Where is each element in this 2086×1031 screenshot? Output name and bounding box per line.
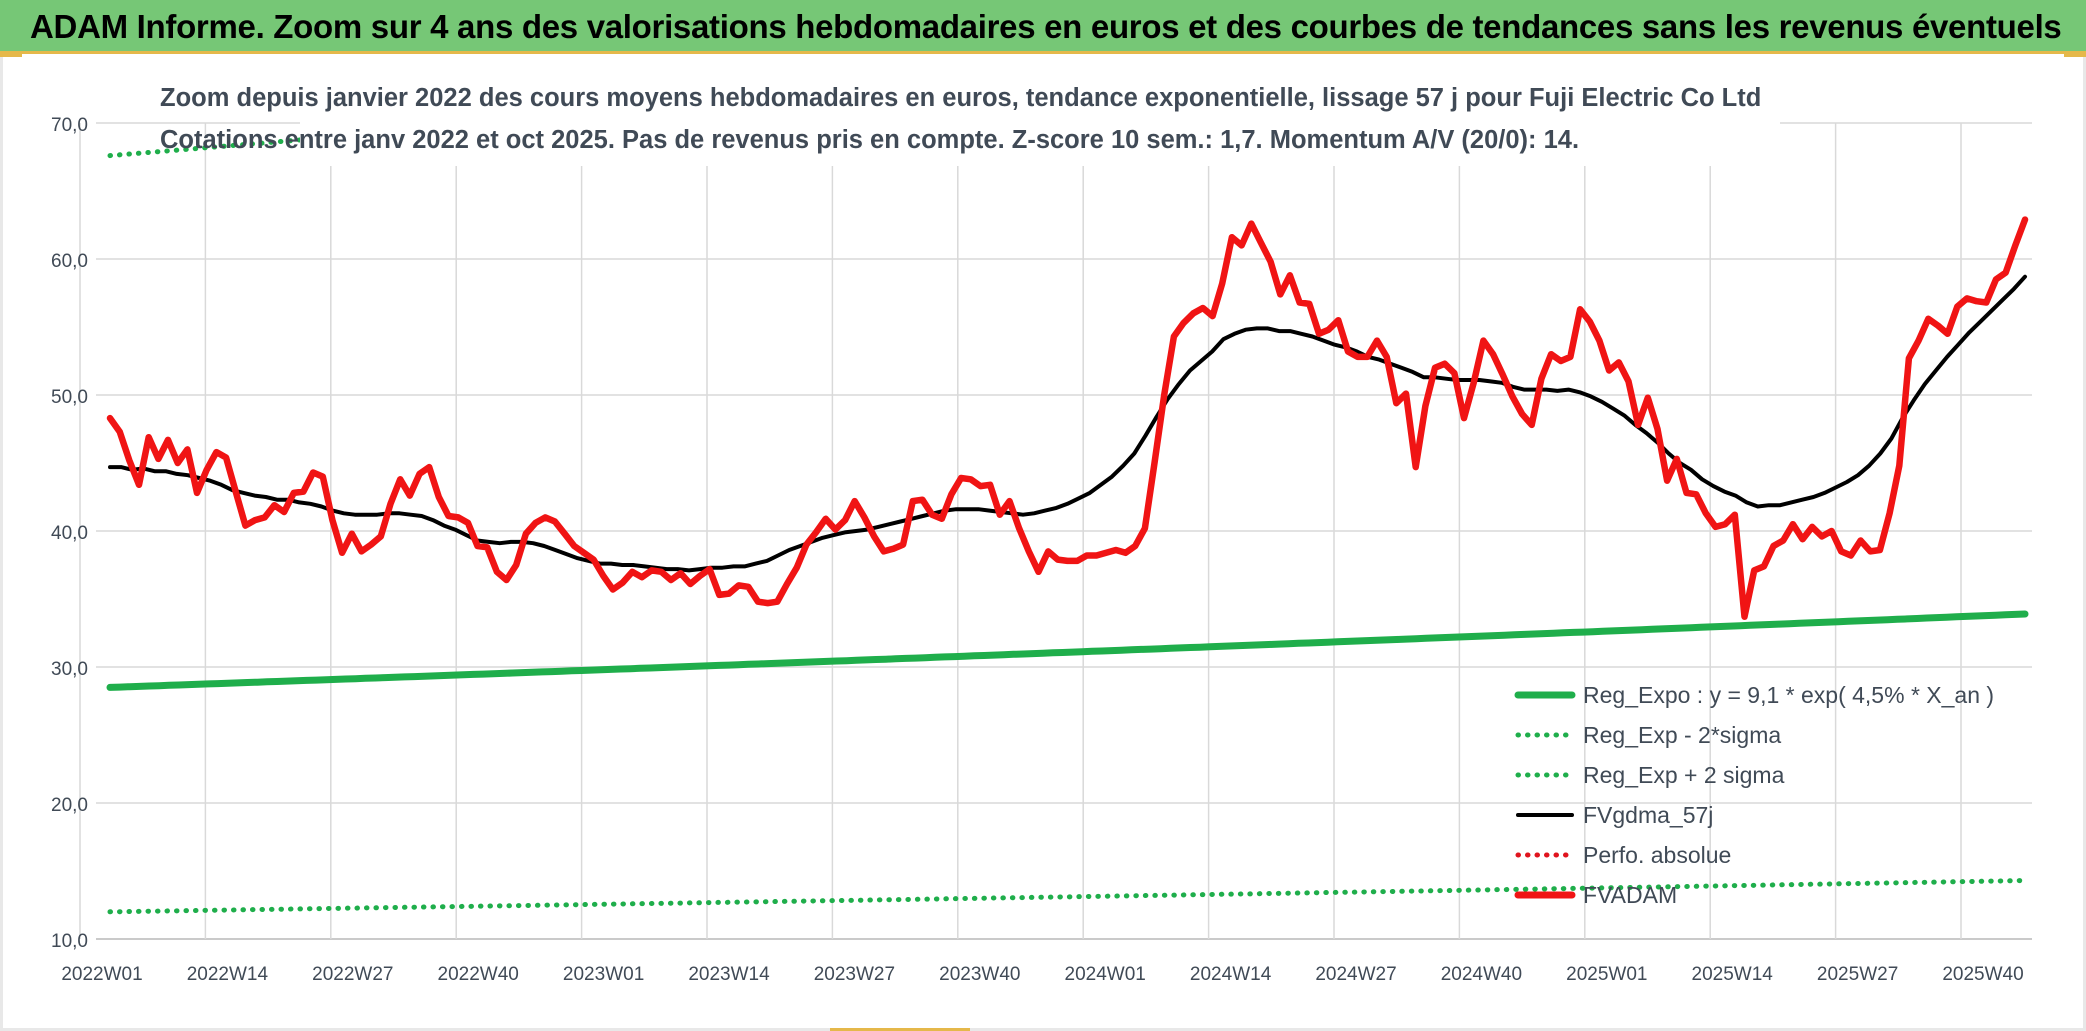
title-banner: ADAM Informe. Zoom sur 4 ans des valoris… xyxy=(0,0,2086,54)
x-tick-label: 2023W01 xyxy=(563,964,644,985)
y-tick-label: 70,0 xyxy=(51,115,88,136)
x-axis-ticks: 2022W01 2022W14 2022W27 2022W40 2023W01 2023W… xyxy=(61,964,2023,985)
banner-accent-left xyxy=(0,52,22,57)
y-axis-ticks: 10,0 20,0 30,0 40,0 50,0 60,0 70,0 xyxy=(51,115,88,952)
legend-label: Reg_Expo : y = 9,1 * exp( 4,5% * X_an ) xyxy=(1583,682,1994,708)
x-tick-label: 2024W01 xyxy=(1065,964,1146,985)
legend-label: Reg_Exp - 2*sigma xyxy=(1583,722,1781,748)
y-tick-label: 40,0 xyxy=(51,523,88,544)
y-tick-label: 50,0 xyxy=(51,387,88,408)
series-fvadam xyxy=(106,216,2029,620)
title-backdrop xyxy=(300,80,1780,166)
x-tick-label: 2024W14 xyxy=(1190,964,1272,985)
chart-subtitle: Cotations entre janv 2022 et oct 2025. P… xyxy=(160,126,1580,154)
x-tick-label: 2023W40 xyxy=(939,964,1020,985)
legend-label: FVADAM xyxy=(1583,882,1677,908)
chart-title: Zoom depuis janvier 2022 des cours moyen… xyxy=(160,84,1762,112)
x-tick-label: 2024W27 xyxy=(1315,964,1396,985)
x-tick-label: 2022W27 xyxy=(312,964,393,985)
legend-label: Reg_Exp + 2 sigma xyxy=(1583,762,1785,788)
legend-label: FVgdma_57j xyxy=(1583,802,1713,828)
x-tick-label: 2025W27 xyxy=(1817,964,1898,985)
x-tick-label: 2025W40 xyxy=(1942,964,2023,985)
x-tick-label: 2024W40 xyxy=(1441,964,1522,985)
series-fvgdma-57j xyxy=(108,274,2027,573)
legend-label: Perfo. absolue xyxy=(1583,842,1731,868)
x-tick-label: 2025W01 xyxy=(1566,964,1647,985)
x-tick-label: 2022W14 xyxy=(187,964,269,985)
banner-title: ADAM Informe. Zoom sur 4 ans des valoris… xyxy=(30,8,2062,45)
y-tick-label: 60,0 xyxy=(51,251,88,272)
y-tick-label: 30,0 xyxy=(51,659,88,680)
frame-accent-bottom xyxy=(830,1028,970,1031)
y-tick-label: 20,0 xyxy=(51,795,88,816)
banner-accent-right xyxy=(2064,52,2086,57)
chart-legend: Reg_Expo : y = 9,1 * exp( 4,5% * X_an ) R… xyxy=(1514,682,1994,908)
series-reg-expo xyxy=(106,610,2029,691)
x-tick-label: 2023W27 xyxy=(814,964,895,985)
x-tick-label: 2022W01 xyxy=(61,964,142,985)
x-tick-label: 2023W14 xyxy=(688,964,770,985)
x-tick-label: 2025W14 xyxy=(1692,964,1774,985)
series-reg-exp-minus-2sigma xyxy=(107,878,2028,915)
chart-series xyxy=(106,80,2029,915)
x-tick-label: 2022W40 xyxy=(438,964,519,985)
y-tick-label: 10,0 xyxy=(51,931,88,952)
